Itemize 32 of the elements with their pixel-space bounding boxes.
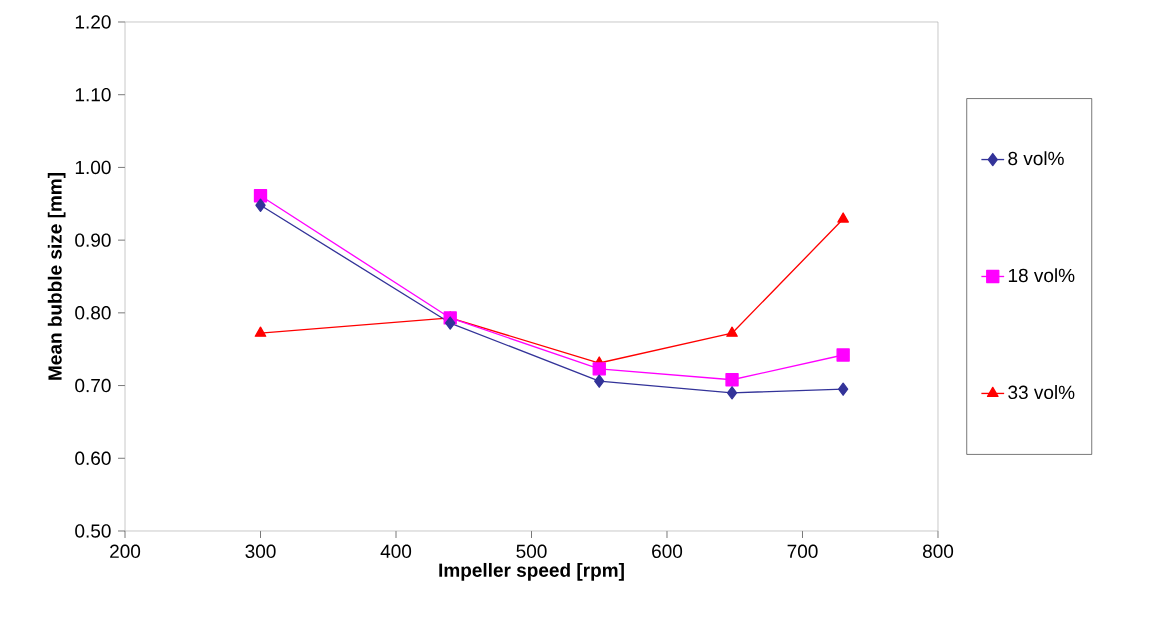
x-tick-label: 600 [652,544,683,559]
legend-label: 8 vol% [1008,151,1064,166]
point [725,373,739,387]
y-tick-label: 0.70 [75,378,111,393]
point [836,348,850,362]
x-tick-label: 500 [516,544,547,559]
point [837,212,850,223]
legend-label: 18 vol% [1008,268,1075,283]
x-axis-title: Impeller speed [rpm] [439,562,624,581]
x-tick-label: 400 [380,544,412,559]
point [594,374,605,388]
y-axis-title: Mean bubble size [mm] [47,173,66,380]
point [254,326,267,337]
y-tick-label: 1.00 [75,160,111,175]
y-tick-label: 1.20 [75,15,111,29]
point [726,326,738,337]
y-tick-label: 0.80 [75,306,111,320]
y-tick-label: 0.90 [75,233,111,247]
point [445,316,456,330]
legend-label: 33 vol% [1008,385,1075,400]
point [726,386,738,400]
point [255,198,266,212]
point [253,189,268,203]
x-tick-label: 700 [787,544,818,559]
point [837,382,849,396]
point [592,362,606,376]
y-tick-label: 0.60 [75,451,111,465]
y-tick-label: 0.50 [75,524,111,538]
x-tick-label: 300 [245,544,276,559]
x-tick-label: 200 [110,544,141,559]
x-tick-label: 800 [922,544,954,559]
y-tick-label: 1.10 [75,87,111,102]
